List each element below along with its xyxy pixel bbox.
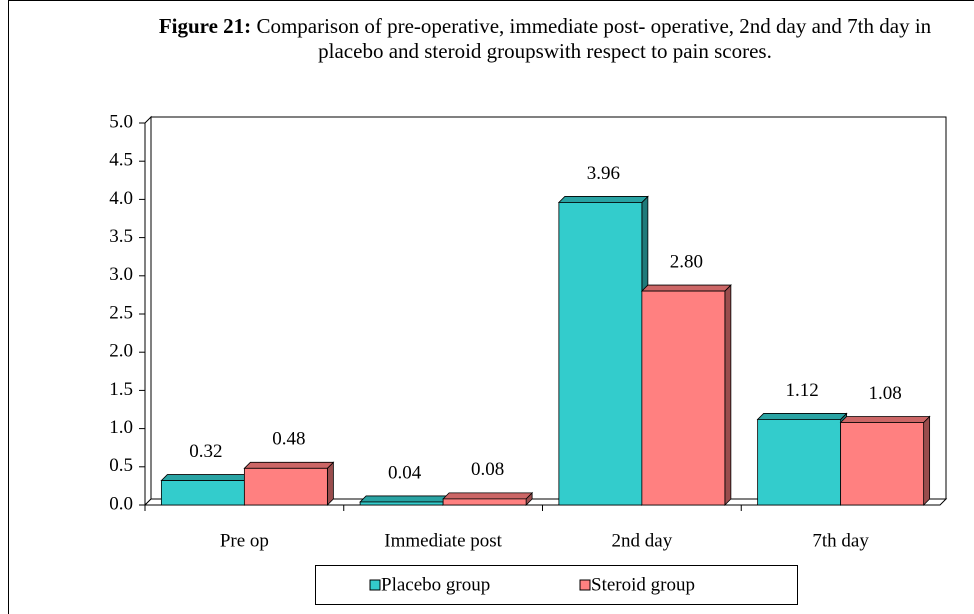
legend-box xyxy=(315,565,798,605)
y-tick-label: 1.5 xyxy=(109,379,133,400)
y-tick-label: 2.0 xyxy=(109,341,133,362)
bar-top xyxy=(557,196,649,203)
bar-side xyxy=(326,461,334,506)
bar-top xyxy=(359,495,451,503)
legend-swatch xyxy=(579,579,591,591)
bar-top xyxy=(442,492,534,500)
value-label: 3.96 xyxy=(587,163,620,184)
bar-top xyxy=(756,413,848,420)
y-tick-label: 3.0 xyxy=(109,264,133,285)
x-tick-label: Pre op xyxy=(220,530,269,551)
bar-side xyxy=(724,284,732,506)
bar-top xyxy=(839,416,931,423)
legend-label: Placebo group xyxy=(381,574,490,595)
y-tick-label: 5.0 xyxy=(109,111,133,132)
y-tick-label: 0.0 xyxy=(109,493,133,514)
value-label: 1.08 xyxy=(869,383,902,404)
frame xyxy=(8,0,974,614)
bar xyxy=(359,501,444,506)
y-tick-label: 2.5 xyxy=(109,302,133,323)
y-tick-label: 4.5 xyxy=(109,150,133,171)
x-tick-label: Immediate post xyxy=(384,530,502,551)
bar-top xyxy=(160,474,252,481)
legend-label: Steroid group xyxy=(591,574,695,595)
y-tick-label: 0.5 xyxy=(109,455,133,476)
y-tick-label: 3.5 xyxy=(109,226,133,247)
value-label: 2.80 xyxy=(670,251,703,272)
legend-swatch xyxy=(369,579,381,591)
value-label: 0.04 xyxy=(388,462,422,483)
value-label: 1.12 xyxy=(786,380,819,401)
value-label: 0.48 xyxy=(272,429,305,450)
bar xyxy=(558,202,643,506)
value-label: 0.32 xyxy=(189,441,222,462)
bar-side xyxy=(923,415,931,506)
bar xyxy=(641,290,726,506)
bar xyxy=(442,498,527,506)
value-label: 0.08 xyxy=(471,459,504,480)
title-label: Figure 21: xyxy=(158,14,252,38)
bar-top xyxy=(243,461,335,469)
y-tick-label: 1.0 xyxy=(109,417,133,438)
y-tick-label: 4.0 xyxy=(109,188,133,209)
bar xyxy=(243,467,328,506)
x-tick-label: 2nd day xyxy=(612,530,673,551)
bar xyxy=(840,422,925,506)
title-text: Comparison of pre-operative, immediate p… xyxy=(256,14,932,63)
chart-title: Figure 21: Comparison of pre-operative, … xyxy=(150,14,940,64)
bar-top xyxy=(640,284,732,292)
bar xyxy=(160,480,245,506)
bar xyxy=(757,419,842,506)
side-wall xyxy=(144,115,152,507)
x-tick-label: 7th day xyxy=(812,530,869,551)
